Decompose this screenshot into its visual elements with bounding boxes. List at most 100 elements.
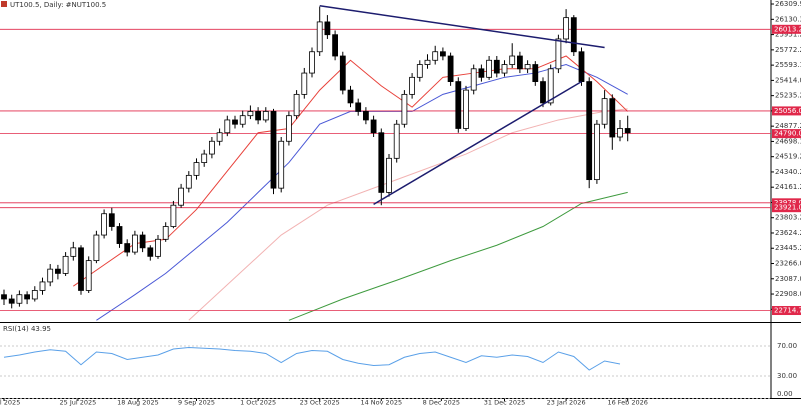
candle-body [332,34,339,57]
y-tick-label: 25593.1 [775,61,801,69]
candle-body [324,21,331,36]
candle-body [85,260,92,291]
candle-body [455,81,462,129]
candle-body [162,226,169,240]
y-tick-label: 23445.2 [775,244,801,252]
candle-body [31,290,38,300]
candle-body [493,59,500,74]
candle-body [224,119,231,134]
candle-body [8,298,15,304]
candle-body [62,255,69,274]
candle-body [347,89,354,104]
indicator-title: RSI(14) 43.95 [3,325,51,333]
candle-body [309,51,315,74]
y-tick-label: 23624.2 [775,229,801,237]
x-tick-label: 16 Feb 2026 [607,399,647,406]
trendline [373,80,582,205]
candle-body [609,98,616,138]
y-tick-label: 25951.2 [775,31,801,39]
x-tick-label: 4 Jul 2025 [0,399,20,406]
candle-body [193,162,200,176]
candle-body [155,238,161,257]
level-label: 22714.7 [774,307,801,315]
candle-body [124,243,131,253]
candle-body [486,59,493,78]
level-tag [772,198,801,208]
y-tick-label: 23087.0 [775,275,801,283]
candle-body [409,76,416,95]
level-tag [772,129,801,139]
candle-body [355,102,362,112]
y-tick-label: 24161.2 [775,183,801,191]
candle-body [270,111,277,189]
y-tick-label: 24698.1 [775,137,801,145]
x-tick-label: 14 Nov 2025 [360,399,402,406]
candle-body [301,72,308,95]
candle-body [555,38,562,70]
candle-body [470,68,477,91]
candle-body [255,111,262,121]
candle-body [316,21,323,53]
candle-body [439,51,446,57]
candle-body [131,234,138,253]
y-tick-label: 22908.0 [775,290,801,298]
candle-body [532,64,539,82]
candle-body [93,234,100,262]
candle-body [501,64,508,74]
level-tag [772,306,801,316]
y-tick-label: 26309.9 [775,0,801,8]
price-panel [0,4,771,321]
x-tick-label: 9 Sep 2025 [178,399,215,406]
y-tick-label: 24877.2 [775,122,801,130]
level-label: 23921.0 [774,204,801,212]
candle-body [247,111,254,117]
candle-body [239,115,246,125]
candle-body [393,123,400,159]
candle-body [1,294,7,300]
candle-body [463,89,469,129]
candle-body [108,213,115,227]
candle-body [262,111,269,121]
candle-body [216,132,223,142]
y-tick-label: 23803.2 [775,214,801,222]
level-label: 25056.0 [774,107,801,115]
candle-body [339,55,346,91]
candle-body [147,247,154,257]
rsi-line [3,346,621,371]
candle-body [47,268,54,283]
x-tick-label: 23 Oct 2025 [300,399,340,406]
candle-body [517,55,523,70]
level-tag [772,24,801,34]
x-tick-label: 1 Oct 2025 [240,399,276,406]
candle-body [601,98,608,125]
candle-body [416,64,423,78]
moving-average [188,108,628,321]
candle-body [78,247,84,291]
candle-body [232,119,238,125]
candle-body [424,59,431,65]
rsi-tick-label: 30.00 [777,372,797,380]
level-label: 24790.0 [774,130,801,138]
candle-body [185,174,192,189]
x-tick-label: 18 Aug 2025 [117,399,159,406]
candle-body [578,51,585,82]
candle-body [378,132,385,193]
candle-body [594,123,600,181]
candle-body [278,140,285,189]
y-tick-label: 26130.3 [775,15,801,23]
y-tick-label: 25414.0 [775,76,801,84]
rsi-tick-label: 70.00 [777,342,797,350]
candle-body [208,140,215,155]
candle-body [362,111,369,121]
trendline [319,4,605,49]
x-tick-label: 31 Dec 2025 [484,399,526,406]
y-tick-label: 25772.2 [775,46,801,54]
level-label: 23978.0 [774,199,801,207]
x-tick-label: 8 Dec 2025 [423,399,460,406]
candle-body [70,247,77,257]
candle-body [478,68,485,78]
candle-body [524,64,531,70]
rsi-tick-label: 0.00 [777,390,793,398]
